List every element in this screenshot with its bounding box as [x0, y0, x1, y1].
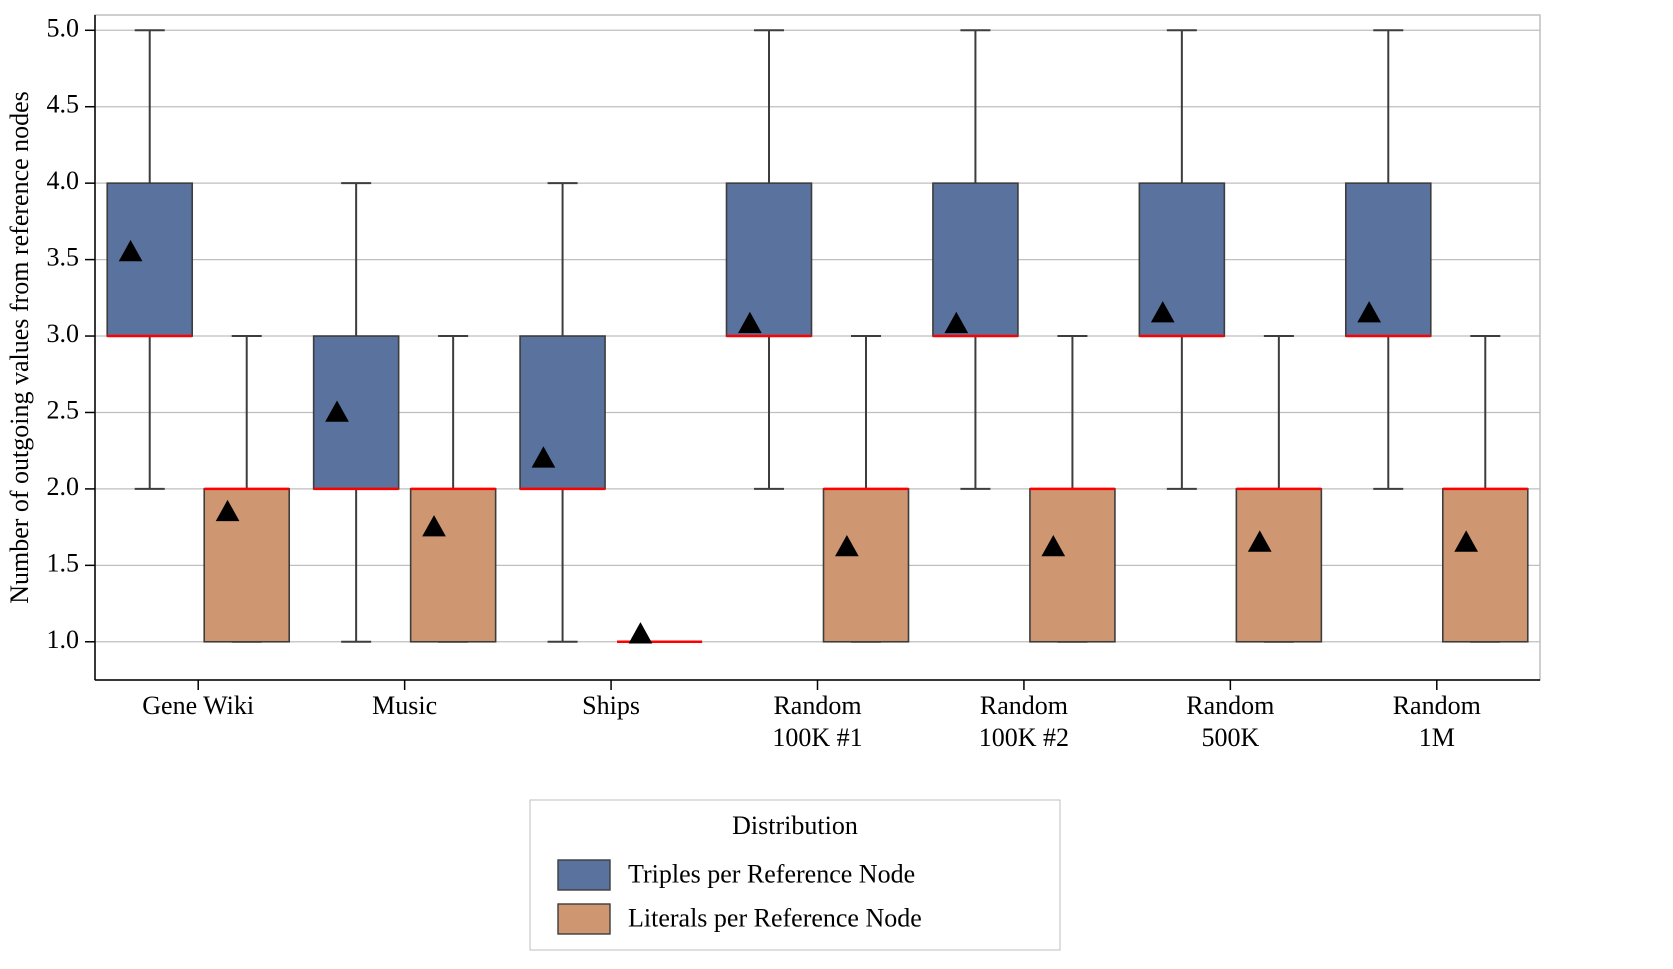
x-tick-label: Gene Wiki — [142, 691, 254, 720]
y-tick-label: 4.5 — [47, 90, 80, 119]
legend: Distribution Triples per Reference Node Li… — [530, 800, 1060, 950]
x-tick-label: 1M — [1419, 723, 1455, 752]
y-tick-label: 1.0 — [47, 625, 80, 654]
x-tick-label: Ships — [582, 691, 640, 720]
x-tick-label: Random — [1186, 691, 1274, 720]
x-tick-label: Random — [1393, 691, 1481, 720]
x-tick-label: Music — [372, 691, 437, 720]
legend-swatch — [558, 904, 610, 934]
y-tick-label: 3.5 — [47, 243, 80, 272]
x-tick-label: 500K — [1201, 723, 1259, 752]
y-tick-label: 4.0 — [47, 166, 80, 195]
legend-title: Distribution — [732, 811, 858, 840]
x-tick-label: 100K #1 — [772, 723, 862, 752]
legend-item-label: Triples per Reference Node — [628, 860, 915, 889]
legend-item-label: Literals per Reference Node — [628, 904, 922, 933]
y-tick-label: 2.5 — [47, 395, 80, 424]
boxplot-chart: 1.0 1.5 2.0 2.5 3.0 3.5 4.0 4.5 5.0 Number of out… — [0, 0, 1673, 969]
y-tick-label: 2.0 — [47, 472, 80, 501]
y-axis-title: Number of outgoing values from reference… — [5, 91, 34, 604]
legend-swatch — [558, 860, 610, 890]
x-tick-label: Random — [980, 691, 1068, 720]
y-tick-label: 1.5 — [47, 548, 80, 577]
x-tick-label: Random — [773, 691, 861, 720]
y-tick-label: 3.0 — [47, 319, 80, 348]
x-tick-label: 100K #2 — [979, 723, 1069, 752]
y-tick-label: 5.0 — [47, 13, 80, 42]
